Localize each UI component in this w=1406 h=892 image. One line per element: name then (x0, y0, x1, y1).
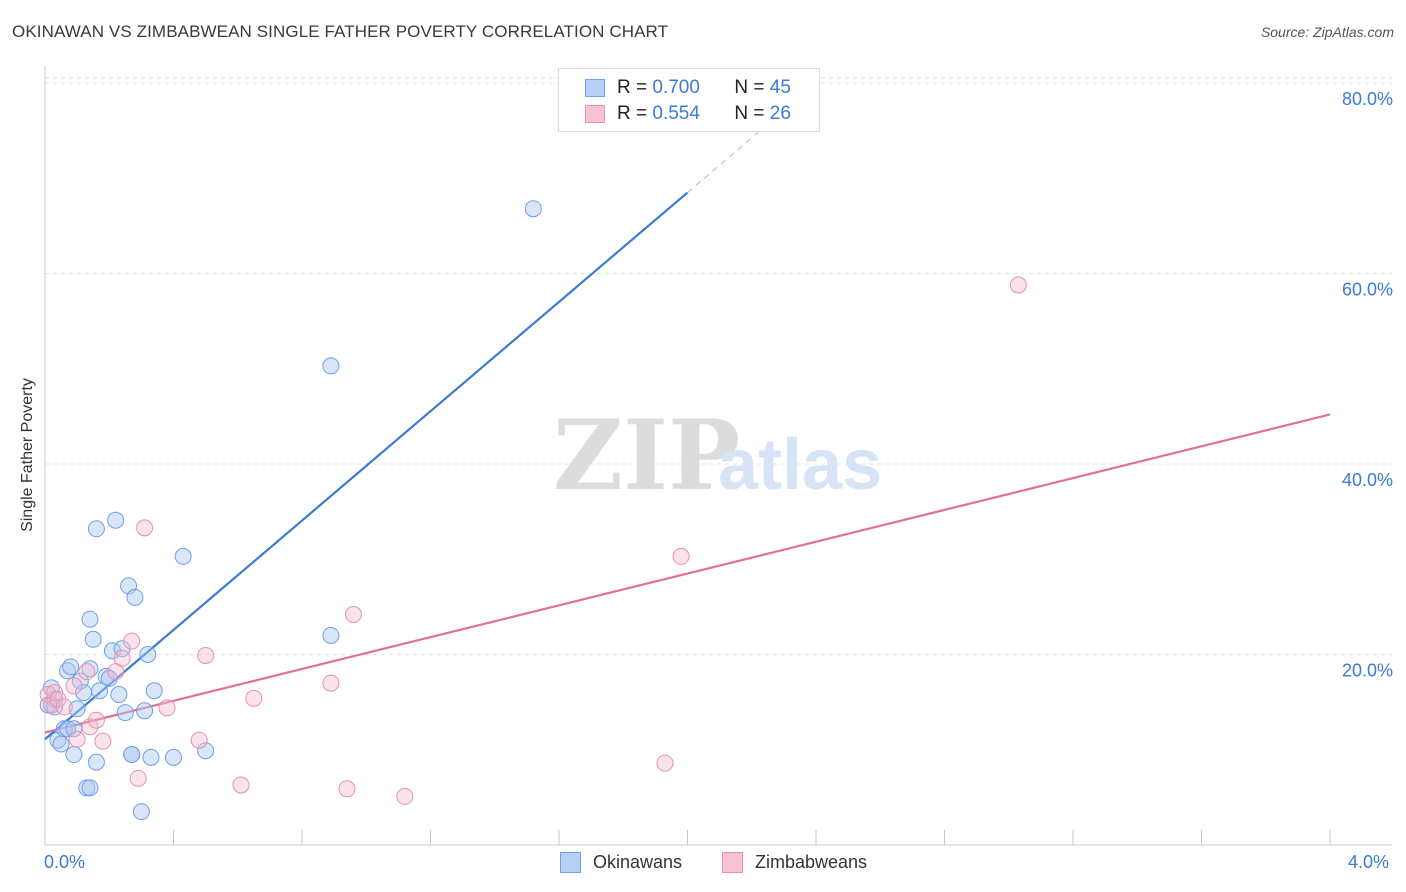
axes (44, 66, 1392, 846)
point-zimbabweans (344, 605, 362, 623)
source-label: Source: ZipAtlas.com (1260, 24, 1394, 40)
legend-r-value: 0.700 (652, 77, 700, 98)
point-zimbabweans (396, 787, 414, 805)
point-zimbabweans (65, 677, 83, 695)
y-tick-label: 80.0% (1342, 89, 1393, 109)
point-zimbabweans (245, 689, 263, 707)
stats-legend: R = 0.700 N = 45 R = 0.554 N = 26 (558, 68, 820, 132)
point-okinawans (100, 669, 118, 687)
point-okinawans (136, 702, 154, 720)
point-zimbabweans (123, 632, 141, 650)
y-tick-label: 40.0% (1342, 470, 1393, 490)
point-okinawans (68, 700, 86, 718)
legend-r-value: 0.554 (652, 103, 700, 124)
point-okinawans (139, 646, 157, 663)
legend-item-zimbabweans[interactable]: Zimbabweans (722, 852, 867, 873)
legend-label-zimbabweans: Zimbabweans (755, 852, 868, 872)
point-okinawans (126, 588, 144, 606)
point-okinawans (322, 626, 340, 644)
point-okinawans (81, 779, 99, 797)
point-zimbabweans (78, 663, 96, 681)
x-tick-label-max: 4.0% (1348, 852, 1390, 872)
point-zimbabweans (197, 646, 215, 664)
point-okinawans (132, 803, 150, 821)
point-zimbabweans (55, 698, 73, 716)
point-okinawans (65, 746, 83, 764)
point-okinawans (165, 748, 182, 766)
point-okinawans (110, 686, 128, 704)
point-zimbabweans (190, 731, 208, 749)
y-tick-label: 60.0% (1342, 280, 1393, 300)
point-okinawans (116, 704, 134, 722)
legend-n-value: 26 (769, 103, 791, 124)
point-okinawans (524, 200, 542, 218)
point-okinawans (52, 735, 70, 753)
legend-row-okinawans: R = 0.700 N = 45 (585, 76, 791, 100)
point-zimbabweans (158, 699, 176, 717)
point-zimbabweans (129, 769, 147, 787)
chart-title: OKINAWAN VS ZIMBABWEAN SINGLE FATHER POV… (12, 22, 669, 41)
point-zimbabweans (81, 718, 99, 736)
legend-swatch-okinawans (560, 852, 581, 873)
data-points (39, 200, 1027, 821)
point-zimbabweans (136, 519, 154, 537)
watermark-atlas: atlas (718, 425, 882, 505)
point-okinawans (81, 610, 99, 628)
x-tick-label-min: 0.0% (44, 852, 86, 872)
legend-label-okinawans: Okinawans (593, 852, 683, 872)
legend-swatch-okinawans (585, 79, 605, 97)
legend-n-label: N = (734, 77, 765, 98)
point-zimbabweans (338, 780, 356, 798)
legend-swatch-zimbabweans (585, 105, 605, 123)
legend-r-label: R = (617, 103, 648, 124)
point-okinawans (58, 720, 76, 738)
y-tick-label: 20.0% (1342, 661, 1393, 681)
point-okinawans (322, 357, 340, 375)
point-okinawans (62, 658, 80, 676)
point-okinawans (107, 511, 125, 529)
legend-n-label: N = (734, 103, 765, 124)
legend-row-zimbabweans: R = 0.554 N = 26 (585, 102, 791, 126)
point-zimbabweans (656, 754, 674, 772)
point-okinawans (145, 682, 163, 700)
legend-n-value: 45 (769, 77, 791, 98)
watermark-zip: ZIP (553, 399, 740, 512)
point-zimbabweans (322, 674, 340, 692)
point-zimbabweans (1009, 276, 1027, 294)
point-okinawans (197, 742, 215, 760)
point-zimbabweans (87, 711, 105, 729)
point-okinawans (97, 667, 115, 685)
y-tick-labels: 20.0% 40.0% 60.0% 80.0% (1342, 89, 1393, 681)
point-okinawans (81, 660, 99, 678)
legend-swatch-zimbabweans (722, 852, 743, 873)
legend-item-okinawans[interactable]: Okinawans (560, 852, 682, 873)
point-zimbabweans (68, 730, 86, 748)
point-okinawans (84, 630, 102, 648)
point-okinawans (87, 520, 105, 538)
point-okinawans (123, 746, 141, 764)
point-zimbabweans (39, 686, 57, 704)
point-zimbabweans (113, 649, 131, 667)
point-okinawans (142, 748, 160, 766)
point-zimbabweans (672, 547, 690, 565)
point-zimbabweans (94, 732, 112, 750)
point-zimbabweans (232, 776, 250, 794)
point-okinawans (174, 547, 192, 565)
point-okinawans (87, 753, 105, 771)
legend-r-label: R = (617, 77, 648, 98)
series-legend: Okinawans Zimbabweans (0, 852, 1406, 878)
watermark: ZIP atlas (553, 399, 882, 512)
point-okinawans (91, 682, 109, 700)
trend-line-zimbabweans (44, 413, 1331, 734)
